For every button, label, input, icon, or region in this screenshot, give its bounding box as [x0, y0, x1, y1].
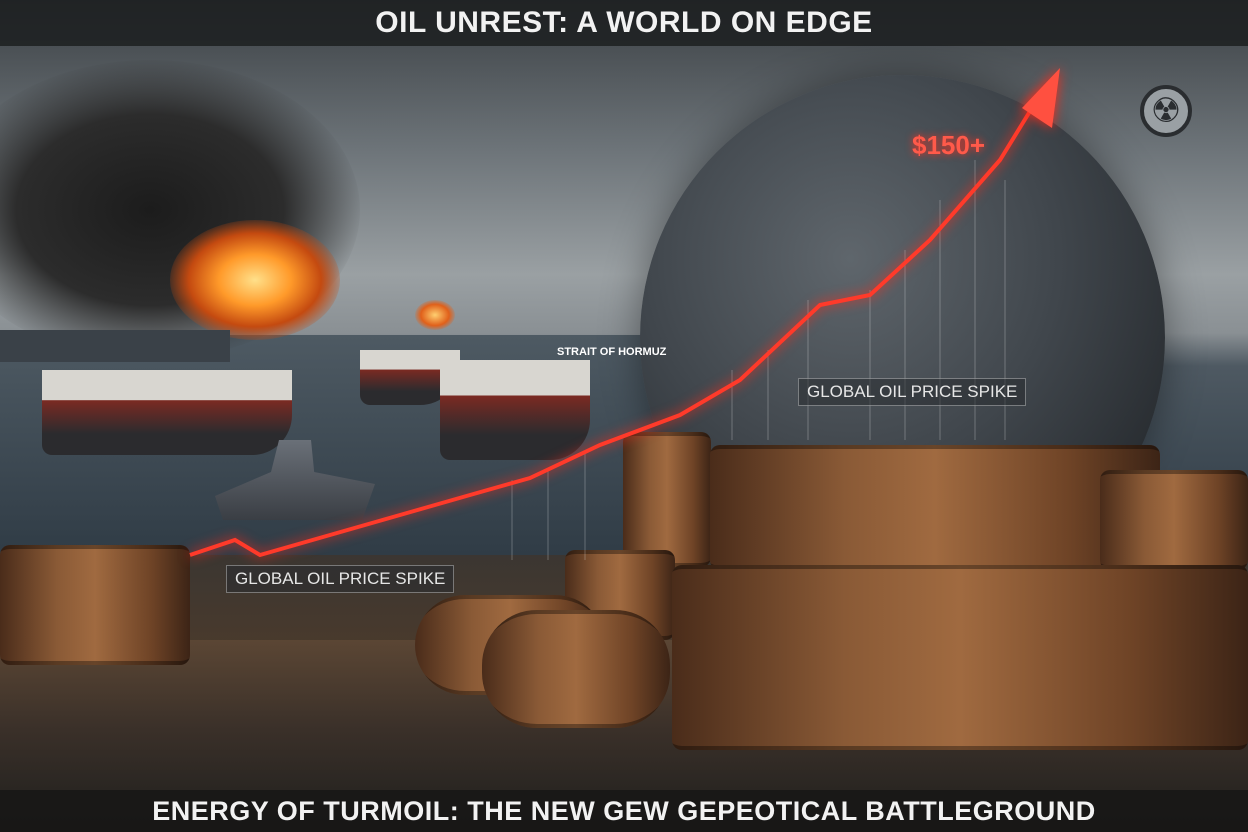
explosion — [170, 220, 340, 340]
oil-tanker — [42, 370, 292, 455]
spike-label-right: GLOBAL OIL PRICE SPIKE — [798, 378, 1027, 406]
barrels-left — [0, 545, 190, 665]
trend-line — [189, 93, 1042, 558]
spike-label-left: GLOBAL OIL PRICE SPIKE — [226, 565, 455, 593]
page-title: OIL UNREST: A WORLD ON EDGE — [0, 0, 1248, 46]
barrel — [1100, 470, 1248, 570]
page-subtitle: ENERGY OF TURMOIL: THE NEW GEW GEPEOTICA… — [0, 790, 1248, 832]
radiation-icon: ☢ — [1140, 85, 1192, 137]
explosion-small — [415, 300, 455, 330]
price-label: $150+ — [912, 130, 986, 160]
port-ships — [0, 330, 230, 362]
arrow-head-icon — [1022, 68, 1060, 128]
barrel-row — [672, 565, 1248, 750]
strait-label: STRAIT OF HORMUZ — [557, 346, 667, 358]
oil-tanker — [440, 360, 590, 460]
barrel-row — [710, 445, 1160, 570]
barrel — [623, 432, 711, 567]
barrel-lying — [482, 610, 670, 728]
